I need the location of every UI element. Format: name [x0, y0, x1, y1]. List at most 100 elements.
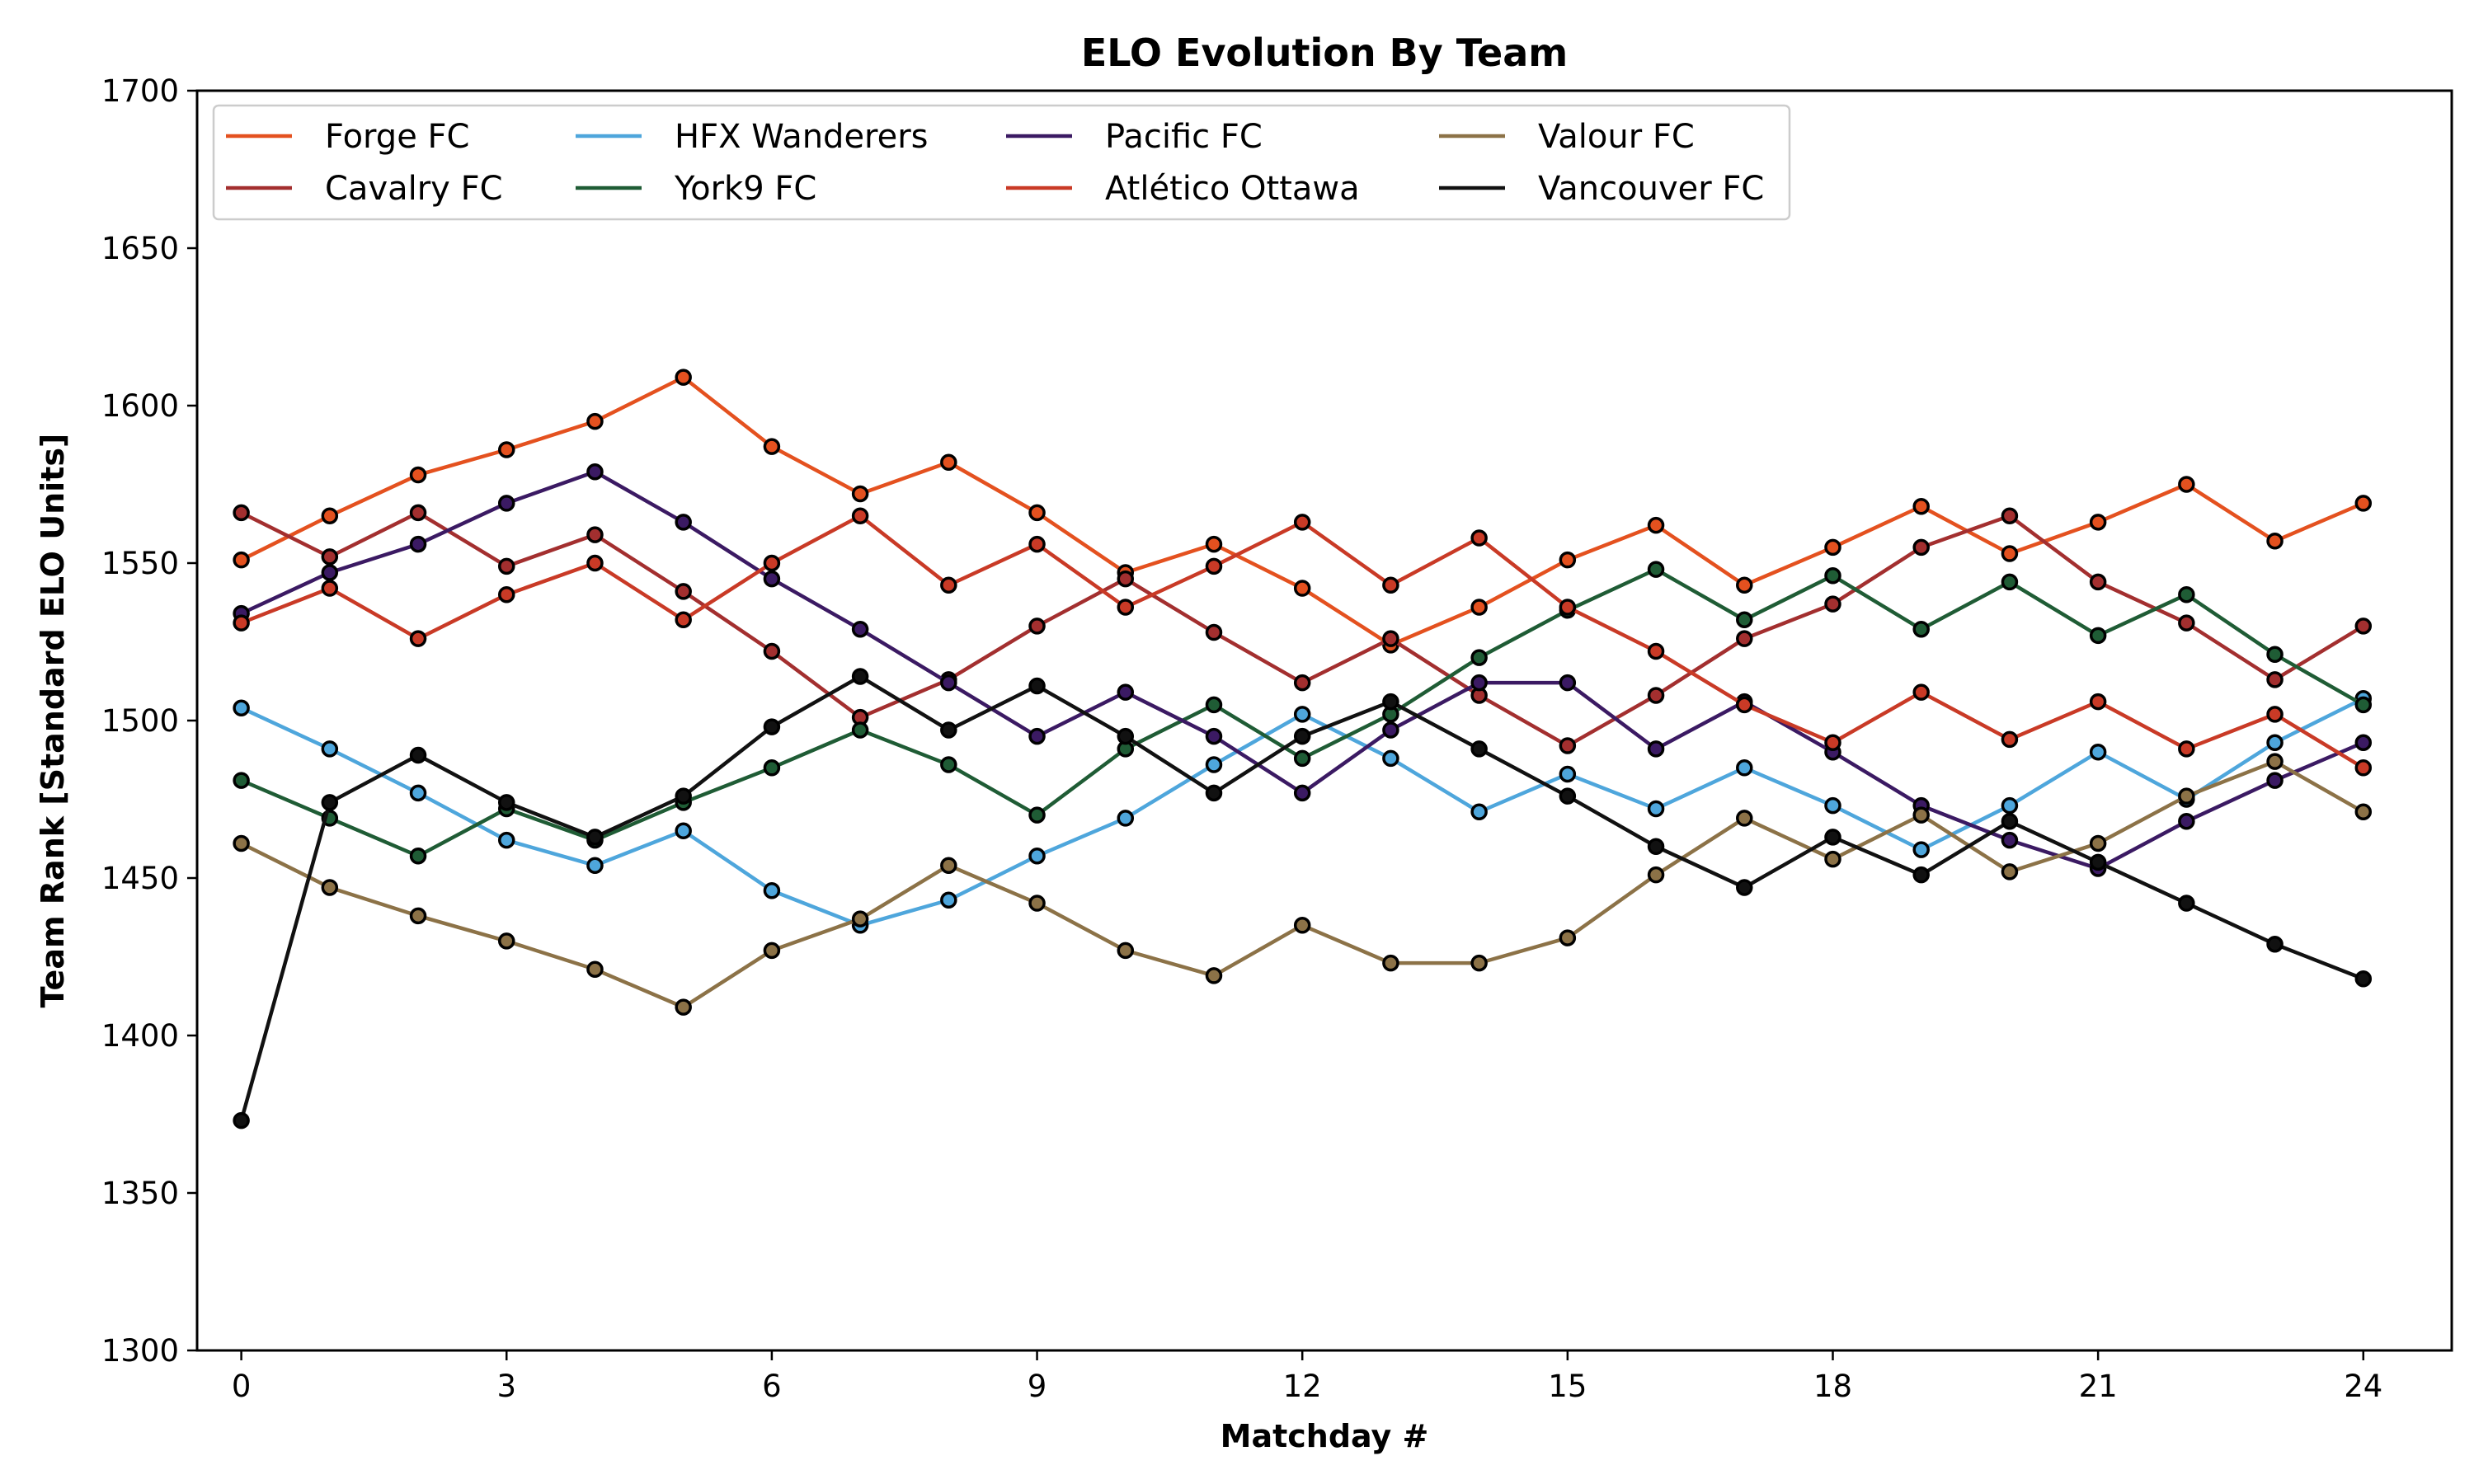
data-point [1470, 674, 1488, 692]
data-point [1028, 677, 1046, 695]
data-point [1028, 504, 1046, 522]
data-point [1382, 576, 1399, 594]
series-layer [233, 369, 2373, 1129]
data-point [1736, 611, 1753, 629]
data-point [498, 794, 515, 811]
data-point [940, 891, 957, 909]
data-point [321, 580, 339, 597]
legend-label: Forge FC [325, 118, 469, 156]
data-point [586, 829, 604, 846]
x-tick-label: 21 [2079, 1369, 2118, 1404]
data-point [1559, 674, 1577, 692]
data-point [1293, 784, 1311, 802]
data-point [321, 548, 339, 566]
data-point [1205, 784, 1223, 802]
data-point [940, 721, 957, 739]
data-point [233, 772, 250, 789]
data-point [2354, 696, 2373, 714]
data-point [940, 576, 957, 594]
data-point [2178, 614, 2195, 632]
data-point [1912, 806, 1930, 824]
legend-label: Vancouver FC [1538, 170, 1764, 208]
data-point [1559, 737, 1577, 754]
x-tick-label: 15 [1548, 1369, 1587, 1404]
data-point [2001, 507, 2019, 524]
series-cavalry-fc [233, 504, 2373, 754]
data-point [763, 554, 781, 572]
data-point [1205, 756, 1223, 773]
y-axis-label: Team Rank [Standard ELO Units] [35, 434, 71, 1008]
data-point [2354, 495, 2373, 512]
data-point [1824, 567, 1841, 585]
data-point [498, 932, 515, 950]
data-point [409, 848, 427, 865]
data-point [1470, 649, 1488, 666]
data-point [1736, 696, 1753, 714]
data-point [2354, 803, 2373, 821]
data-point [1205, 557, 1223, 575]
data-point [498, 831, 515, 849]
data-point [1293, 917, 1311, 934]
legend-label: HFX Wanderers [675, 118, 929, 156]
data-point [409, 504, 427, 522]
data-point [409, 630, 427, 647]
series-valour-fc [233, 753, 2373, 1016]
series-line-pacific-fc [240, 469, 2364, 871]
data-point [763, 642, 781, 660]
data-point [2354, 618, 2373, 635]
data-point [2089, 693, 2107, 711]
legend-label: Cavalry FC [325, 170, 503, 208]
data-point [851, 910, 869, 928]
data-point [409, 466, 427, 484]
y-tick-label: 1500 [101, 703, 179, 739]
data-point [321, 564, 339, 581]
data-point [1028, 895, 1046, 912]
data-point [1824, 538, 1841, 556]
legend-label: Valour FC [1538, 118, 1695, 156]
data-point [2266, 772, 2284, 789]
data-point [1470, 740, 1488, 758]
data-point [409, 784, 427, 802]
data-point [1293, 514, 1311, 531]
data-point [2266, 734, 2284, 751]
legend-label: York9 FC [674, 170, 816, 208]
data-point [498, 557, 515, 575]
data-point [1117, 683, 1135, 701]
legend-label: Pacific FC [1105, 118, 1263, 156]
data-point [1117, 942, 1135, 960]
data-point [1647, 866, 1665, 884]
data-point [2354, 734, 2373, 751]
x-tick-label: 0 [232, 1369, 252, 1404]
data-point [2089, 853, 2107, 871]
data-point [1117, 599, 1135, 616]
data-point [409, 746, 427, 764]
data-point [851, 721, 869, 739]
data-point [1293, 749, 1311, 768]
data-point [763, 942, 781, 960]
data-point [763, 718, 781, 735]
y-tick-label: 1700 [101, 73, 179, 109]
data-point [1559, 765, 1577, 783]
data-point [1824, 829, 1841, 846]
data-point [1470, 529, 1488, 547]
data-point [1382, 954, 1399, 972]
y-tick-label: 1600 [101, 388, 179, 424]
data-point [1028, 727, 1046, 745]
data-point [1647, 800, 1665, 818]
x-axis-label: Matchday # [1221, 1418, 1429, 1454]
x-tick-label: 3 [496, 1369, 516, 1404]
data-point [321, 507, 339, 524]
legend-item: Pacific FC [1006, 118, 1263, 156]
y-tick-label: 1300 [101, 1333, 179, 1369]
data-point [2001, 730, 2019, 749]
data-point [1647, 838, 1665, 856]
data-point [2178, 585, 2195, 603]
data-point [675, 611, 692, 629]
data-point [1559, 551, 1577, 569]
data-point [2354, 759, 2373, 777]
series-vancouver-fc [233, 668, 2373, 1129]
data-point [2178, 476, 2195, 493]
data-point [2089, 573, 2107, 591]
data-point [2178, 787, 2195, 805]
data-point [1205, 623, 1223, 641]
